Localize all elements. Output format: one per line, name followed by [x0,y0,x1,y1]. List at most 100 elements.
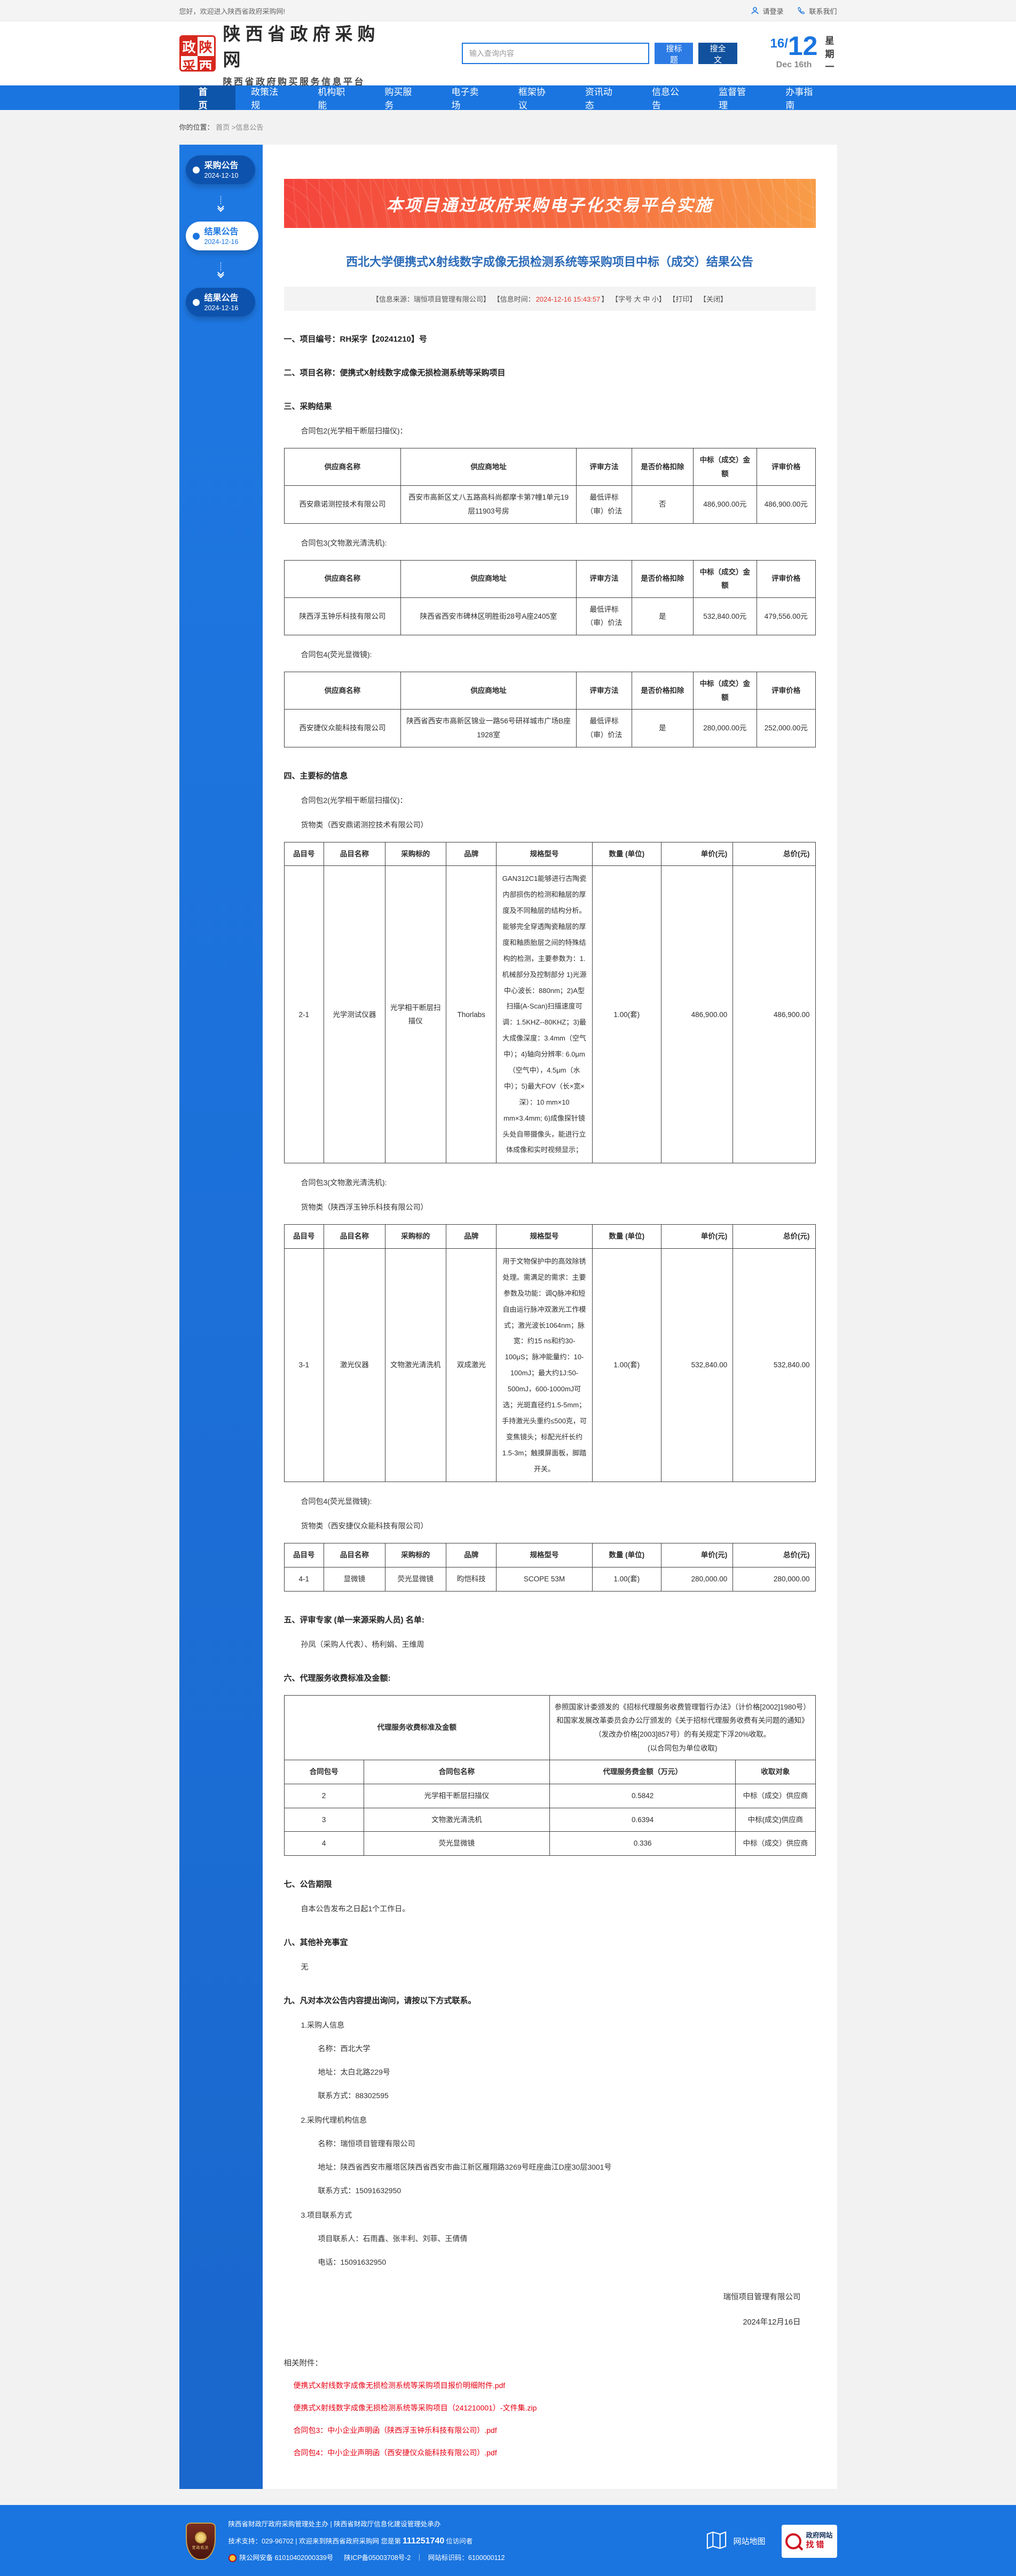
timeline-item-procurement-notice[interactable]: 采购公告 2024-12-10 [185,155,255,184]
package-4-items-category: 货物类（西安捷仪众能科技有限公司） [301,1522,428,1531]
login-link[interactable]: 请登录 [751,6,783,16]
package-2-result-title: 合同包2(光学相干断层扫描仪)： [301,427,407,435]
footer-organizer-line: 陕西省财政厅政府采购管理处主办 | 陕西省财政厅信息化建设管理处承办 [228,2520,441,2528]
project-contact-title: 3.项目联系方式 [301,2210,352,2219]
sitemap-link[interactable]: 网站地图 [705,2530,766,2553]
table-row: 代理服务收费标准及金额 参照国家计委颁发的《招标代理服务收费管理暂行办法》（计价… [283,1695,816,1761]
breadcrumb: 你的位置： 首页 >信息公告 [179,110,837,145]
project-contacts: 项目联系人：石雨鑫、张丰利、刘菲、王倩倩 [318,2234,468,2243]
nav-item-emall[interactable]: 电子卖场 [451,87,479,111]
contact-link[interactable]: 联系我们 [797,6,837,16]
package-name: 光学相干断层扫描仪 [363,1783,550,1808]
table-header-row: 品目号 品目名称 采购标的 品牌 规格型号 数量 (单位) 单价(元) 总价(元… [283,841,816,866]
seal-char: 西 [197,56,214,70]
search-input[interactable] [461,43,650,64]
timeline-dot [192,298,200,306]
section-2-heading: 二、项目名称：便携式X射线数字成像无损检测系统等采购项目 [283,368,506,377]
project-phone: 电话：15091632950 [318,2257,387,2266]
package-2-items-table: 品目号 品目名称 采购标的 品牌 规格型号 数量 (单位) 单价(元) 总价(元… [283,841,816,1164]
site-header: 政 陕 采 西 陕西省政府采购网 陕西省政府购买服务信息平台 搜标题 搜全文 1… [0,21,1016,87]
column-header: 总价(元) [733,841,816,866]
timeline-item-result-notice[interactable]: 结果公告 2024-12-16 [185,288,255,317]
column-header: 总价(元) [733,1224,816,1249]
sitemap-label: 网站地图 [733,2537,766,2547]
search-fulltext-button[interactable]: 搜全文 [698,43,737,65]
column-header: 数量 (单位) [592,1543,661,1568]
attachment-link[interactable]: 便携式X射线数字成像无损检测系统等采购项目报价明细附件.pdf [293,2381,506,2390]
footer-support-line: 技术支持：029-96702 | 欢迎来到陕西省政府采购网 您是第 111251… [229,2534,505,2548]
attachment-link[interactable]: 合同包3：中小企业声明函（陕西浮玉钟乐科技有限公司）.pdf [293,2425,497,2435]
police-badge-icon [228,2554,237,2562]
breadcrumb-label: 你的位置： [179,123,214,131]
section-4-heading: 四、主要标的信息 [283,771,348,781]
review-method: 最低评标（审）价法 [576,597,633,636]
timeline-item-result-notice-active[interactable]: 结果公告 2024-12-16 [185,222,258,250]
package-name: 文物激光清洗机 [363,1807,550,1832]
item-name: 光学测试仪器 [324,865,385,1164]
breadcrumb-home[interactable]: 首页 [216,123,230,131]
fee-payer: 中标（成交）供应商 [735,1831,816,1856]
item-no: 3-1 [283,1248,325,1483]
close-button[interactable]: 【关闭】 [699,295,728,303]
attachment-link[interactable]: 合同包4：中小企业声明函（西安捷仪众能科技有限公司）.pdf [293,2448,497,2457]
date-day: 16/ [770,36,788,51]
item-name: 激光仪器 [324,1248,385,1483]
column-header: 单价(元) [660,1543,734,1568]
column-header: 品目名称 [324,841,385,866]
item-name: 显微镜 [324,1567,385,1592]
package-name: 荧光显微镜 [363,1831,550,1856]
nav-item-policies[interactable]: 政策法规 [251,87,279,111]
signoff-company: 瑞恒项目管理有限公司 [723,2293,801,2302]
nav-item-supervision[interactable]: 监督管理 [719,87,746,111]
visitor-counter: 111251740 [402,2536,445,2546]
package-no: 3 [283,1807,364,1832]
section-1-heading: 一、项目编号：RH采字【20241210】号 [283,335,427,344]
package-3-result-table: 供应商名称 供应商地址 评审方法 是否价格扣除 中标（成交）金额 评审价格 陕西… [283,560,816,636]
attachment-link[interactable]: 便携式X射线数字成像无损检测系统等采购项目（241210001）-文件集.zip [293,2403,537,2412]
article-meta-bar: 【信息来源：瑞恒项目管理有限公司】 【信息时间： 2024-12-16 15:43… [283,287,816,311]
column-header: 品牌 [445,841,497,866]
package-3-items-table: 品目号 品目名称 采购标的 品牌 规格型号 数量 (单位) 单价(元) 总价(元… [283,1224,816,1483]
column-header: 供应商地址 [400,560,577,598]
column-header: 供应商名称 [283,560,401,598]
meta-fontsize-control[interactable]: 【字号 大 中 小】 [611,295,666,303]
fee-amount: 0.6394 [549,1807,736,1832]
agency-name: 名称：瑞恒项目管理有限公司 [318,2139,415,2148]
purchaser-address: 地址：太白北路229号 [318,2067,390,2076]
main-nav: 首页 政策法规 机构职能 购买服务 电子卖场 框架协议 资讯动态 信息公告 监督… [0,85,1016,111]
column-header: 规格型号 [496,841,593,866]
unit-price: 280,000.00 [660,1567,734,1592]
award-amount: 280,000.00元 [692,709,758,747]
table-header-row: 品目号 品目名称 采购标的 品牌 规格型号 数量 (单位) 单价(元) 总价(元… [283,1224,816,1249]
government-badge-icon: 党政机关 [185,2522,216,2560]
total-price: 486,900.00 [733,865,816,1164]
nav-item-guide[interactable]: 办事指南 [785,87,813,111]
icp-filing[interactable]: 陕ICP备05003708号-2 [344,2554,411,2562]
price-deduction: 是 [632,597,694,636]
brand: 双成激光 [445,1248,497,1483]
nav-item-news[interactable]: 资讯动态 [585,87,612,111]
timeline-arrow-icon [179,196,263,212]
search-title-button[interactable]: 搜标题 [655,43,694,65]
nav-item-framework[interactable]: 框架协议 [518,87,546,111]
print-button[interactable]: 【打印】 [668,295,697,303]
nav-item-home[interactable]: 首页 [179,85,236,111]
timeline-date: 2024-12-16 [204,238,239,246]
content-card: 采购公告 2024-12-10 结果公告 2024-12-16 [179,145,837,2489]
attachments-label: 相关附件： [283,2359,323,2368]
nav-item-purchase-service[interactable]: 购买服务 [384,87,412,111]
column-header: 品目号 [283,1543,325,1568]
fee-payer: 中标（成交）供应商 [735,1783,816,1808]
gov-site-error-report-button[interactable]: 政府网站 找错 [781,2524,837,2558]
fee-standard-text: 参照国家计委颁发的《招标代理服务收费管理暂行办法》（计价格[2002]1980号… [549,1695,816,1761]
breadcrumb-current: 信息公告 [235,123,264,131]
item-no: 4-1 [283,1567,325,1592]
column-header: 数量 (单位) [592,841,661,866]
nav-item-functions[interactable]: 机构职能 [318,87,345,111]
review-price: 486,900.00元 [757,485,816,524]
section-9-heading: 九、凡对本次公告内容提出询问，请按以下方式联系。 [283,1996,476,2005]
nav-item-announcements[interactable]: 信息公告 [652,87,680,111]
table-row: 陕西浮玉钟乐科技有限公司 陕西省西安市碑林区明胜街28号A座2405室 最低评标… [283,597,816,636]
column-header: 采购标的 [384,1543,446,1568]
public-security-filing[interactable]: 陕公网安备 61010402000339号 [239,2554,334,2562]
